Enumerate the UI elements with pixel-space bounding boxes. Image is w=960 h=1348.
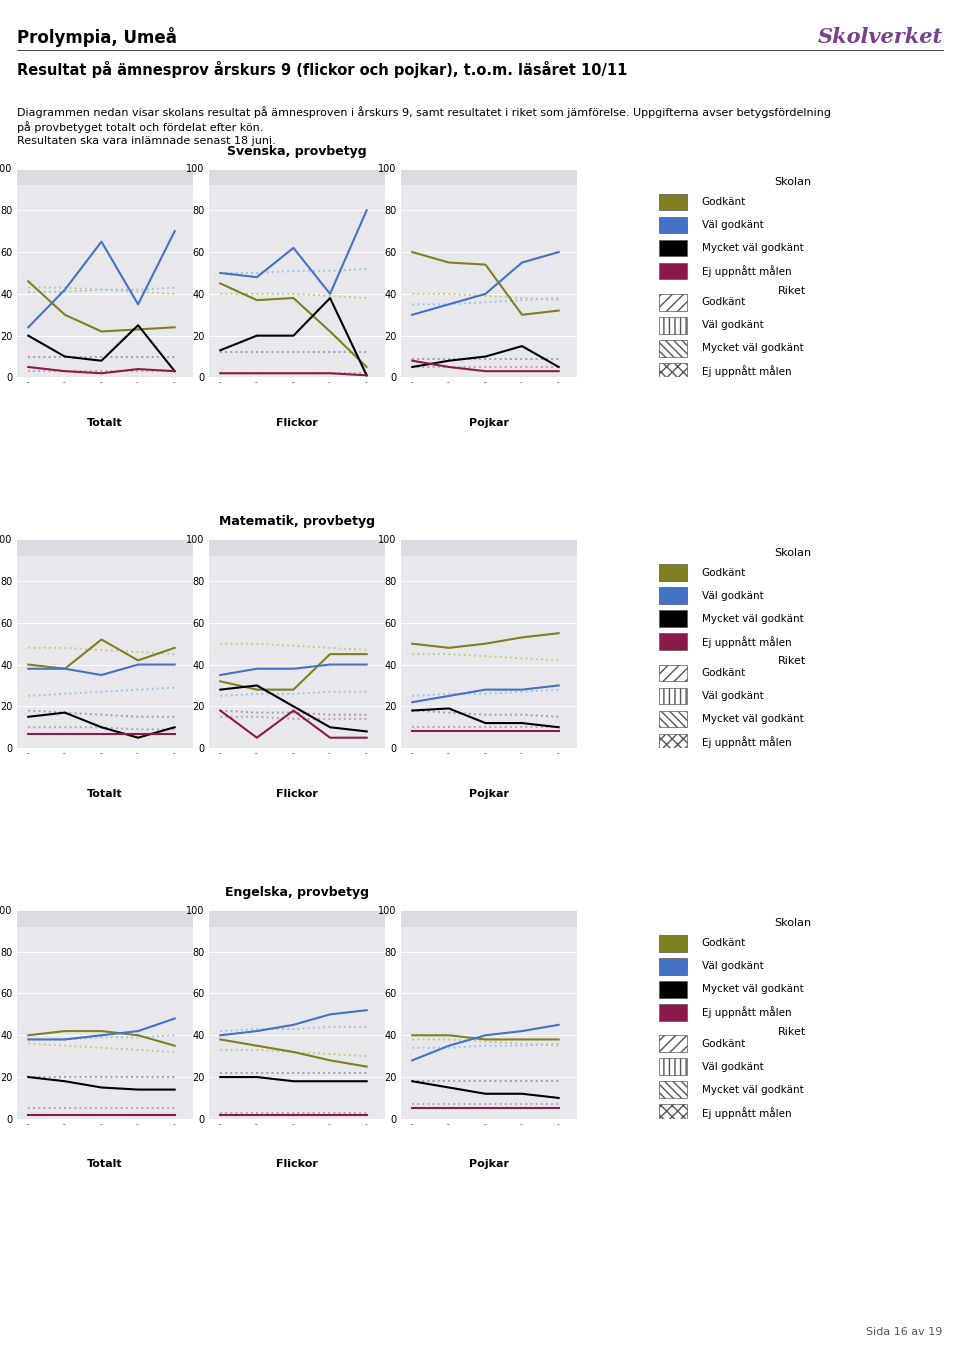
Text: Totalt: Totalt [87,1159,123,1169]
Bar [401,168,577,185]
Text: Godkänt: Godkänt [702,938,746,949]
Text: Pojkar: Pojkar [469,1159,509,1169]
Text: Totalt: Totalt [87,418,123,427]
Text: Flickor: Flickor [276,789,318,798]
Bar [209,910,385,926]
Bar [660,958,686,975]
Text: Mycket väl godkänt: Mycket väl godkänt [702,613,804,624]
Text: Väl godkänt: Väl godkänt [702,692,763,701]
Text: Resultaten ska vara inlämnade senast 18 juni.: Resultaten ska vara inlämnade senast 18 … [17,136,276,146]
Text: Godkänt: Godkänt [702,568,746,578]
Text: Mycket väl godkänt: Mycket väl godkänt [702,714,804,724]
Text: Mycket väl godkänt: Mycket väl godkänt [702,1085,804,1095]
Bar [660,1058,686,1074]
Text: Godkänt: Godkänt [702,197,746,208]
Bar [660,1081,686,1097]
Bar [660,710,686,728]
Text: Väl godkänt: Väl godkänt [702,1062,763,1072]
Text: Mycket väl godkänt: Mycket väl godkänt [702,984,804,995]
Text: Prolympia, Umeå: Prolympia, Umeå [17,27,178,47]
Text: Resultat på ämnesprov årskurs 9 (flickor och pojkar), t.o.m. läsåret 10/11: Resultat på ämnesprov årskurs 9 (flickor… [17,61,628,78]
Text: Godkänt: Godkänt [702,1038,746,1049]
Text: Svenska, provbetyg: Svenska, provbetyg [228,144,367,158]
Text: Godkänt: Godkänt [702,297,746,307]
Text: Pojkar: Pojkar [469,418,509,427]
Text: Pojkar: Pojkar [469,789,509,798]
Bar [660,936,686,952]
Bar [209,168,385,185]
Bar [660,1035,686,1051]
Bar [209,539,385,555]
Text: Engelska, provbetyg: Engelska, provbetyg [225,886,369,899]
Text: Ej uppnått målen: Ej uppnått målen [702,636,791,647]
Bar [660,363,686,380]
Text: Riket: Riket [779,1027,806,1037]
Bar [660,1104,686,1122]
Bar [17,539,193,555]
Text: Riket: Riket [779,286,806,295]
Bar [660,733,686,751]
Bar [17,168,193,185]
Text: Flickor: Flickor [276,1159,318,1169]
Text: Mycket väl godkänt: Mycket väl godkänt [702,243,804,253]
Text: Totalt: Totalt [87,789,123,798]
Text: Matematik, provbetyg: Matematik, provbetyg [219,515,375,528]
Text: Flickor: Flickor [276,418,318,427]
Text: Sida 16 av 19: Sida 16 av 19 [866,1328,943,1337]
Text: på provbetyget totalt och fördelat efter kön.: på provbetyget totalt och fördelat efter… [17,121,264,133]
Text: Ej uppnått målen: Ej uppnått målen [702,1107,791,1119]
Bar [660,1004,686,1020]
Text: Riket: Riket [779,656,806,666]
Bar [660,981,686,998]
Bar [660,317,686,333]
Bar [17,910,193,926]
Text: Väl godkänt: Väl godkänt [702,321,763,330]
Bar [660,194,686,210]
Text: Ej uppnått målen: Ej uppnått målen [702,736,791,748]
Bar [660,565,686,581]
Text: Skolan: Skolan [774,177,811,187]
Text: Godkänt: Godkänt [702,667,746,678]
Text: Ej uppnått målen: Ej uppnått målen [702,365,791,377]
Text: Väl godkänt: Väl godkänt [702,961,763,972]
Text: Diagrammen nedan visar skolans resultat på ämnesproven i årskurs 9, samt resulta: Diagrammen nedan visar skolans resultat … [17,106,831,119]
Bar [660,240,686,256]
Text: Skolan: Skolan [774,918,811,929]
Bar [660,340,686,356]
Bar [660,611,686,627]
Bar [660,263,686,279]
Text: Skolan: Skolan [774,547,811,558]
Bar [660,588,686,604]
Text: Skolverket: Skolverket [818,27,943,47]
Text: Mycket väl godkänt: Mycket väl godkänt [702,344,804,353]
Bar [401,910,577,926]
Bar [401,539,577,555]
Text: Ej uppnått målen: Ej uppnått målen [702,1007,791,1018]
Bar [660,665,686,681]
Text: Väl godkänt: Väl godkänt [702,590,763,601]
Text: Ej uppnått målen: Ej uppnått målen [702,266,791,276]
Bar [660,217,686,233]
Bar [660,687,686,704]
Bar [660,294,686,310]
Bar [660,634,686,650]
Text: Väl godkänt: Väl godkänt [702,220,763,231]
